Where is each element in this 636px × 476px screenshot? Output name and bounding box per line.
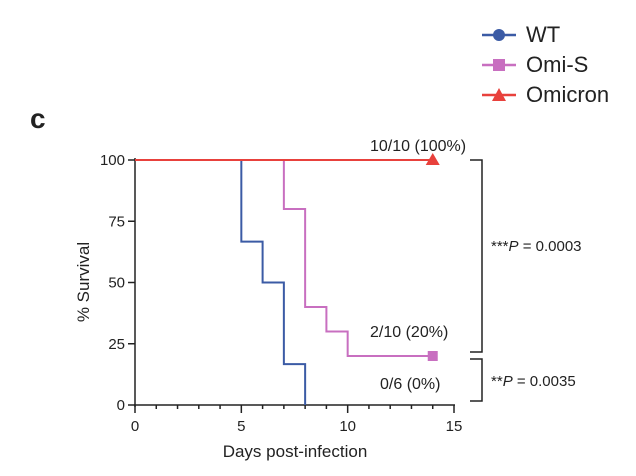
- legend-item-omi-s: Omi-S: [480, 50, 636, 80]
- series-line-wt: [135, 159, 307, 405]
- legend-triangle-marker: [482, 88, 516, 101]
- legend-square-marker: [482, 59, 516, 71]
- omicron-end-label: 10/10 (100%): [370, 138, 467, 155]
- x-axis-label: Days post-infection: [222, 442, 368, 461]
- legend: WT Omi-S Omicron: [480, 20, 636, 110]
- series-line-omi-s: [135, 159, 433, 357]
- x-tick-label: 0: [131, 418, 139, 435]
- y-tick-label: 75: [108, 213, 125, 230]
- legend-circle-marker: [482, 29, 516, 41]
- omicron-end-marker: [425, 153, 440, 165]
- bracket-lower: [470, 358, 483, 402]
- x-tick-label: 10: [339, 418, 356, 435]
- legend-label-wt: WT: [526, 22, 561, 47]
- p-value-upper: ***P = 0.0003: [491, 238, 582, 255]
- y-tick-label: 0: [117, 397, 125, 414]
- bracket-upper: [470, 159, 483, 353]
- y-tick-label: 25: [108, 336, 125, 353]
- omi-s-end-marker: [427, 351, 438, 361]
- p-value-lower: **P = 0.0035: [491, 373, 576, 390]
- legend-item-omicron: Omicron: [480, 80, 636, 110]
- y-tick-label: 100: [100, 152, 125, 169]
- legend-label-omi-s: Omi-S: [526, 52, 589, 77]
- x-tick-label: 5: [237, 418, 245, 435]
- legend-item-wt: WT: [480, 20, 636, 50]
- y-axis-label: % Survival: [74, 241, 93, 323]
- omi-s-end-label: 2/10 (20%): [370, 324, 449, 341]
- y-tick-label: 50: [108, 275, 125, 292]
- legend-label-omicron: Omicron: [526, 82, 610, 107]
- x-tick-label: 15: [446, 418, 463, 435]
- wt-end-label: 0/6 (0%): [380, 376, 441, 393]
- panel-label: c: [30, 103, 46, 134]
